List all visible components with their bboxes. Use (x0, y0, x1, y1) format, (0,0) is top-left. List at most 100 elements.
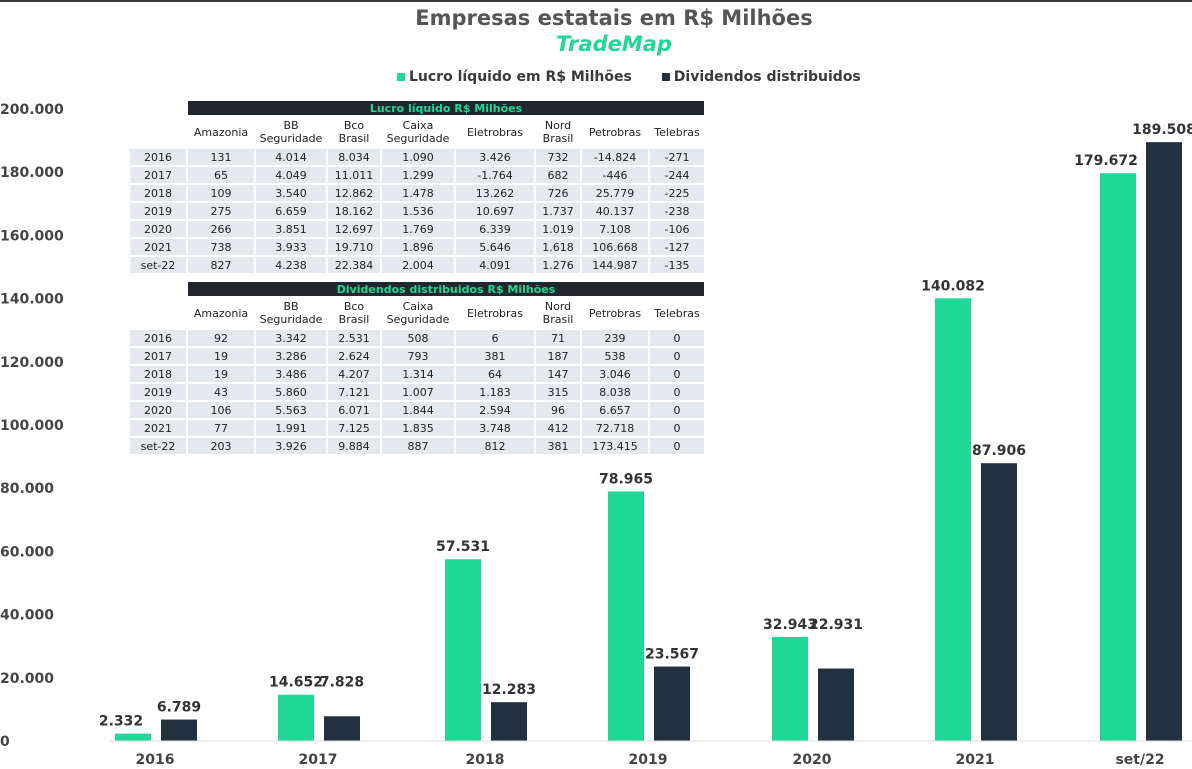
legend-item-dividendos: Dividendos distribuidos (661, 69, 861, 85)
table-dividendos-cell: 7.121 (328, 384, 380, 400)
table-dividendos-cell: 2.624 (328, 348, 380, 364)
table-dividendos-cell: 381 (456, 348, 534, 364)
table-lucro-cell: 3.540 (256, 185, 326, 201)
data-label-dividendos: 12.283 (482, 682, 536, 698)
data-label-dividendos: 6.789 (157, 700, 201, 716)
data-label-lucro: 32.943 (763, 617, 817, 633)
table-dividendos-cell: 4.207 (328, 366, 380, 382)
table-dividendos-cell: 64 (456, 366, 534, 382)
x-tick-label: 2021 (956, 752, 995, 768)
table-dividendos-cell: 203 (188, 438, 254, 454)
table-dividendos-cell: 3.286 (256, 348, 326, 364)
table-lucro-cell: 1.737 (536, 203, 580, 219)
table-lucro-cell: 13.262 (456, 185, 534, 201)
table-lucro-cell: -238 (650, 203, 704, 219)
table-dividendos-cell: 1.007 (382, 384, 454, 400)
table-dividendos-cell: 538 (582, 348, 648, 364)
table-lucro-row-year: set-22 (130, 257, 186, 273)
table-dividendos-cell: 0 (650, 402, 704, 418)
table-lucro-cell: 6.659 (256, 203, 326, 219)
table-dividendos-cell: 1.844 (382, 402, 454, 418)
table-dividendos-cell: 5.860 (256, 384, 326, 400)
table-lucro-cell: 3.933 (256, 239, 326, 255)
data-label-lucro: 179.672 (1074, 153, 1138, 169)
table-lucro-row-year: 2016 (130, 149, 186, 165)
table-lucro-cell: 726 (536, 185, 580, 201)
y-tick-label: 140.000 (0, 292, 64, 308)
table-lucro-cell: 732 (536, 149, 580, 165)
table-dividendos-column-header: Telebras (654, 306, 700, 320)
table-lucro-cell: 10.697 (456, 203, 534, 219)
table-lucro-caption: Lucro líquido R$ Milhões (188, 101, 704, 115)
table-lucro-cell: -244 (650, 167, 704, 183)
table-lucro-cell: 3.426 (456, 149, 534, 165)
bar-dividendos (654, 666, 690, 741)
table-dividendos-cell: 3.046 (582, 366, 648, 382)
table-dividendos-cell: 508 (382, 330, 454, 346)
table-lucro-cell: 8.034 (328, 149, 380, 165)
bar-dividendos (981, 463, 1017, 741)
legend-label-dividendos: Dividendos distribuidos (673, 69, 861, 85)
table-lucro-cell: 738 (188, 239, 254, 255)
table-lucro-cell: -1.764 (456, 167, 534, 183)
x-tick-label: 2019 (629, 752, 668, 768)
table-lucro-column-header: Nord Brasil (542, 119, 574, 145)
table-dividendos-row: 2020 106 5.563 6.071 1.844 2.594 96 6.657 0 (130, 402, 704, 418)
table-lucro-column-header: Amazonia (193, 125, 249, 139)
table-lucro-cell: 22.384 (328, 257, 380, 273)
table-lucro-cell: 131 (188, 149, 254, 165)
table-dividendos-row: 2017 19 3.286 2.624 793 381 187 538 0 (130, 348, 704, 364)
table-dividendos-cell: 5.563 (256, 402, 326, 418)
table-dividendos-cell: 0 (650, 438, 704, 454)
table-dividendos-column-header: Petrobras (588, 306, 642, 320)
table-lucro-cell: 1.896 (382, 239, 454, 255)
table-lucro-cell: 18.162 (328, 203, 380, 219)
table-lucro-cell: 2.004 (382, 257, 454, 273)
table-dividendos-row-year: 2016 (130, 330, 186, 346)
table-dividendos-row-year: set-22 (130, 438, 186, 454)
y-tick-label: 200.000 (0, 102, 64, 118)
table-dividendos-cell: 9.884 (328, 438, 380, 454)
table-lucro-cell: 4.049 (256, 167, 326, 183)
table-dividendos-cell: 315 (536, 384, 580, 400)
table-lucro-cell: 109 (188, 185, 254, 201)
table-dividendos-column-header: Caixa Seguridade (386, 300, 450, 326)
table-dividendos-cell: 187 (536, 348, 580, 364)
table-lucro-cell: 275 (188, 203, 254, 219)
y-tick-label: 80.000 (0, 481, 54, 497)
table-dividendos-column-header: Amazonia (193, 306, 249, 320)
x-tick-label: 2020 (793, 752, 832, 768)
table-lucro-cell: 1.090 (382, 149, 454, 165)
legend-item-lucro: Lucro líquido em R$ Milhões (397, 69, 632, 85)
table-lucro-cell: 19.710 (328, 239, 380, 255)
table-dividendos-column-header: BB Seguridade (259, 300, 323, 326)
table-dividendos-cell: 96 (536, 402, 580, 418)
table-dividendos-cell: 71 (536, 330, 580, 346)
y-tick-label: 20.000 (0, 671, 54, 687)
table-dividendos-cell: 1.183 (456, 384, 534, 400)
table-lucro-cell: -446 (582, 167, 648, 183)
table-lucro-cell: 1.299 (382, 167, 454, 183)
table-dividendos-cell: 239 (582, 330, 648, 346)
table-dividendos-row-year: 2021 (130, 420, 186, 436)
table-lucro-cell: 4.238 (256, 257, 326, 273)
table-dividendos-cell: 0 (650, 330, 704, 346)
data-label-dividendos: 189.508 (1132, 122, 1192, 138)
y-tick-label: 40.000 (0, 608, 54, 624)
table-dividendos-cell: 6.071 (328, 402, 380, 418)
table-lucro-cell: 40.137 (582, 203, 648, 219)
data-label-lucro: 2.332 (99, 714, 143, 730)
table-lucro-column-header: Eletrobras (466, 125, 524, 139)
brand-logo: TradeMap (556, 32, 672, 56)
table-lucro-cell: 7.108 (582, 221, 648, 237)
table-dividendos-cell: 72.718 (582, 420, 648, 436)
data-label-lucro: 14.652 (269, 675, 323, 691)
table-dividendos-cell: 0 (650, 348, 704, 364)
data-label-lucro: 140.082 (921, 278, 985, 294)
table-dividendos-cell: 19 (188, 348, 254, 364)
table-dividendos-cell: 812 (456, 438, 534, 454)
y-tick-label: 160.000 (0, 228, 64, 244)
bar-lucro (278, 694, 314, 741)
bar-dividendos (161, 719, 197, 741)
